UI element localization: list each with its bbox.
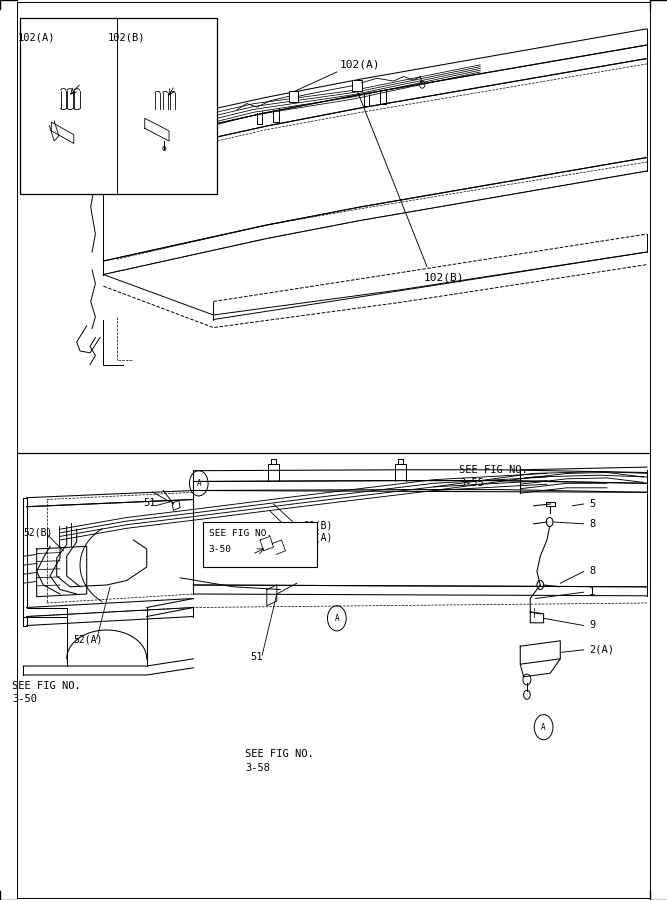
Text: SEE FIG NO.: SEE FIG NO. [209,529,272,538]
Text: 2(A): 2(A) [589,644,614,655]
Text: A: A [335,614,339,623]
Text: 3-58: 3-58 [245,762,270,773]
Text: 3-50: 3-50 [12,694,37,705]
Text: 102(A): 102(A) [18,32,55,43]
Text: 51: 51 [250,652,263,662]
Text: 5: 5 [589,499,595,509]
Text: 8: 8 [589,518,595,529]
Text: 3-55: 3-55 [459,478,484,489]
Bar [203,522,317,567]
Text: 102(B): 102(B) [108,32,145,43]
Text: SEE FIG NO.: SEE FIG NO. [459,464,528,475]
Text: 8: 8 [589,566,595,577]
Text: 52(A): 52(A) [73,634,103,644]
Text: A: A [542,723,546,732]
Text: 102(A): 102(A) [340,59,381,70]
Text: 9: 9 [589,620,595,631]
Text: SEE FIG NO.: SEE FIG NO. [245,749,314,760]
Bar [20,18,217,194]
Text: 99(A): 99(A) [303,532,333,543]
Bar [289,91,298,102]
Text: SEE FIG NO.: SEE FIG NO. [12,680,81,691]
Text: 51: 51 [143,498,156,508]
Bar [352,80,362,91]
Text: A: A [197,479,201,488]
Text: 1: 1 [589,587,595,598]
Text: 52(B): 52(B) [23,527,53,538]
Text: 3-50: 3-50 [209,544,231,554]
Text: 102(B): 102(B) [424,272,464,283]
Text: 99(B): 99(B) [303,520,333,531]
